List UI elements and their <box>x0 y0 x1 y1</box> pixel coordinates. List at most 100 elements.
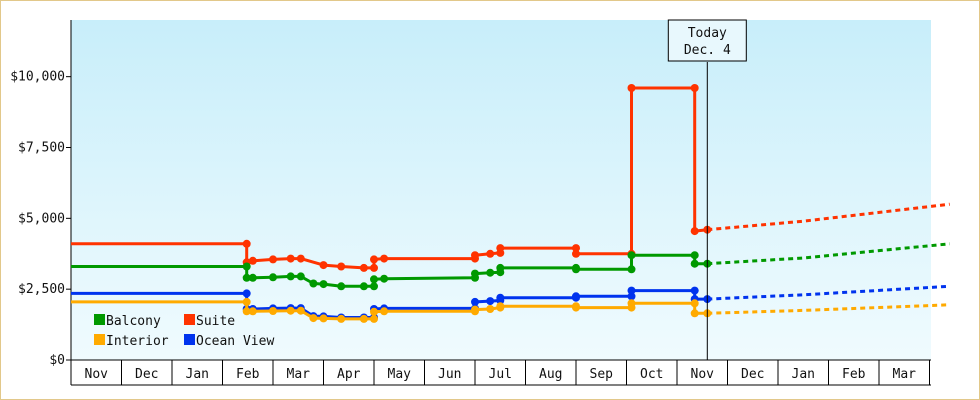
x-tick-label: Feb <box>236 367 260 382</box>
x-tick-label: Nov <box>85 367 109 382</box>
data-point <box>242 307 251 316</box>
data-point <box>690 251 699 260</box>
x-tick-label: Oct <box>640 367 663 382</box>
data-point <box>572 244 580 253</box>
data-point <box>296 306 305 315</box>
data-point <box>471 269 479 278</box>
x-tick-label: Jun <box>438 367 461 382</box>
x-axis: Nov Dec Jan Feb Mar Apr May Jun Jul Aug Sep Oct Nov D… <box>70 359 931 386</box>
legend-label: Interior <box>106 334 169 349</box>
data-point <box>370 275 378 284</box>
y-tick-label: $7,500 <box>18 141 65 156</box>
x-tick-label: Mar <box>893 367 917 382</box>
data-point <box>496 302 505 311</box>
x-tick-label: Jan <box>186 367 209 382</box>
data-point <box>627 265 636 274</box>
data-point <box>627 299 636 308</box>
data-point <box>248 273 257 282</box>
legend-swatch <box>94 314 105 325</box>
series-layer <box>71 84 950 323</box>
series-balcony <box>71 242 950 291</box>
x-tick-label: Apr <box>337 367 361 382</box>
legend-label: Suite <box>196 314 235 329</box>
x-tick-label: Dec <box>741 367 764 382</box>
data-point <box>370 314 378 323</box>
x-tick-label: Nov <box>691 367 715 382</box>
data-point <box>370 255 378 264</box>
today-annotation: Today Dec. 4 <box>667 19 747 360</box>
legend-swatch <box>184 334 195 345</box>
y-tick-label: $5,000 <box>18 211 65 226</box>
data-point <box>496 263 505 272</box>
data-point <box>380 307 389 316</box>
data-point <box>572 292 580 301</box>
y-tick-label: $0 <box>49 353 65 368</box>
data-point <box>486 297 495 306</box>
series-forecast-line <box>707 303 950 315</box>
data-point <box>242 289 251 298</box>
legend-label: Ocean View <box>196 334 274 349</box>
data-point <box>286 254 295 263</box>
data-point <box>242 239 251 248</box>
x-tick-label: Feb <box>842 367 866 382</box>
data-point <box>486 249 495 258</box>
data-point <box>359 314 368 323</box>
x-tick-label: Sep <box>590 367 614 382</box>
data-point <box>309 314 318 323</box>
data-point <box>286 306 295 315</box>
data-point <box>370 263 378 272</box>
y-tick-label: $10,000 <box>10 70 65 85</box>
data-point <box>572 249 580 258</box>
data-point <box>627 84 636 92</box>
data-point <box>242 273 251 282</box>
x-tick-label: May <box>388 367 412 382</box>
legend: Balcony Suite Interior Ocean View <box>94 314 274 349</box>
x-tick-label: Dec <box>135 367 158 382</box>
data-point <box>370 307 378 316</box>
x-tick-label: Jul <box>489 367 512 382</box>
data-point <box>627 286 636 295</box>
data-point <box>690 309 699 318</box>
data-point <box>380 254 389 263</box>
data-point <box>370 282 378 291</box>
data-point <box>486 305 495 313</box>
data-point <box>337 262 346 271</box>
data-point <box>471 297 479 306</box>
data-point <box>359 282 368 291</box>
data-point <box>337 282 346 291</box>
data-point <box>296 272 305 281</box>
data-point <box>269 307 277 315</box>
data-point <box>337 314 346 323</box>
data-point <box>471 305 479 314</box>
data-point <box>572 265 580 274</box>
data-point <box>690 227 699 236</box>
data-point <box>242 262 251 271</box>
series-forecast-line <box>707 284 950 301</box>
data-point <box>486 268 495 277</box>
data-point <box>319 314 328 323</box>
x-tick-label: Mar <box>287 367 311 382</box>
series-suite <box>71 84 950 272</box>
data-point <box>248 307 257 316</box>
data-point <box>690 299 699 308</box>
data-point <box>627 292 636 301</box>
data-point <box>496 293 505 302</box>
today-date: Dec. 4 <box>684 43 731 58</box>
data-point <box>319 280 328 289</box>
x-tick-label: Aug <box>539 367 562 382</box>
data-point <box>286 272 295 281</box>
data-point <box>359 263 368 272</box>
data-point <box>627 251 636 260</box>
data-point <box>690 286 699 295</box>
data-point <box>309 279 318 288</box>
data-point <box>242 297 251 306</box>
data-point <box>269 273 277 282</box>
data-point <box>319 261 328 270</box>
data-point <box>269 255 277 264</box>
y-axis: $0 $2,500 $5,000 $7,500 $10,000 <box>10 20 72 368</box>
data-point <box>296 254 305 263</box>
today-label: Today <box>688 26 727 41</box>
data-point <box>496 244 505 253</box>
data-point <box>690 259 699 268</box>
